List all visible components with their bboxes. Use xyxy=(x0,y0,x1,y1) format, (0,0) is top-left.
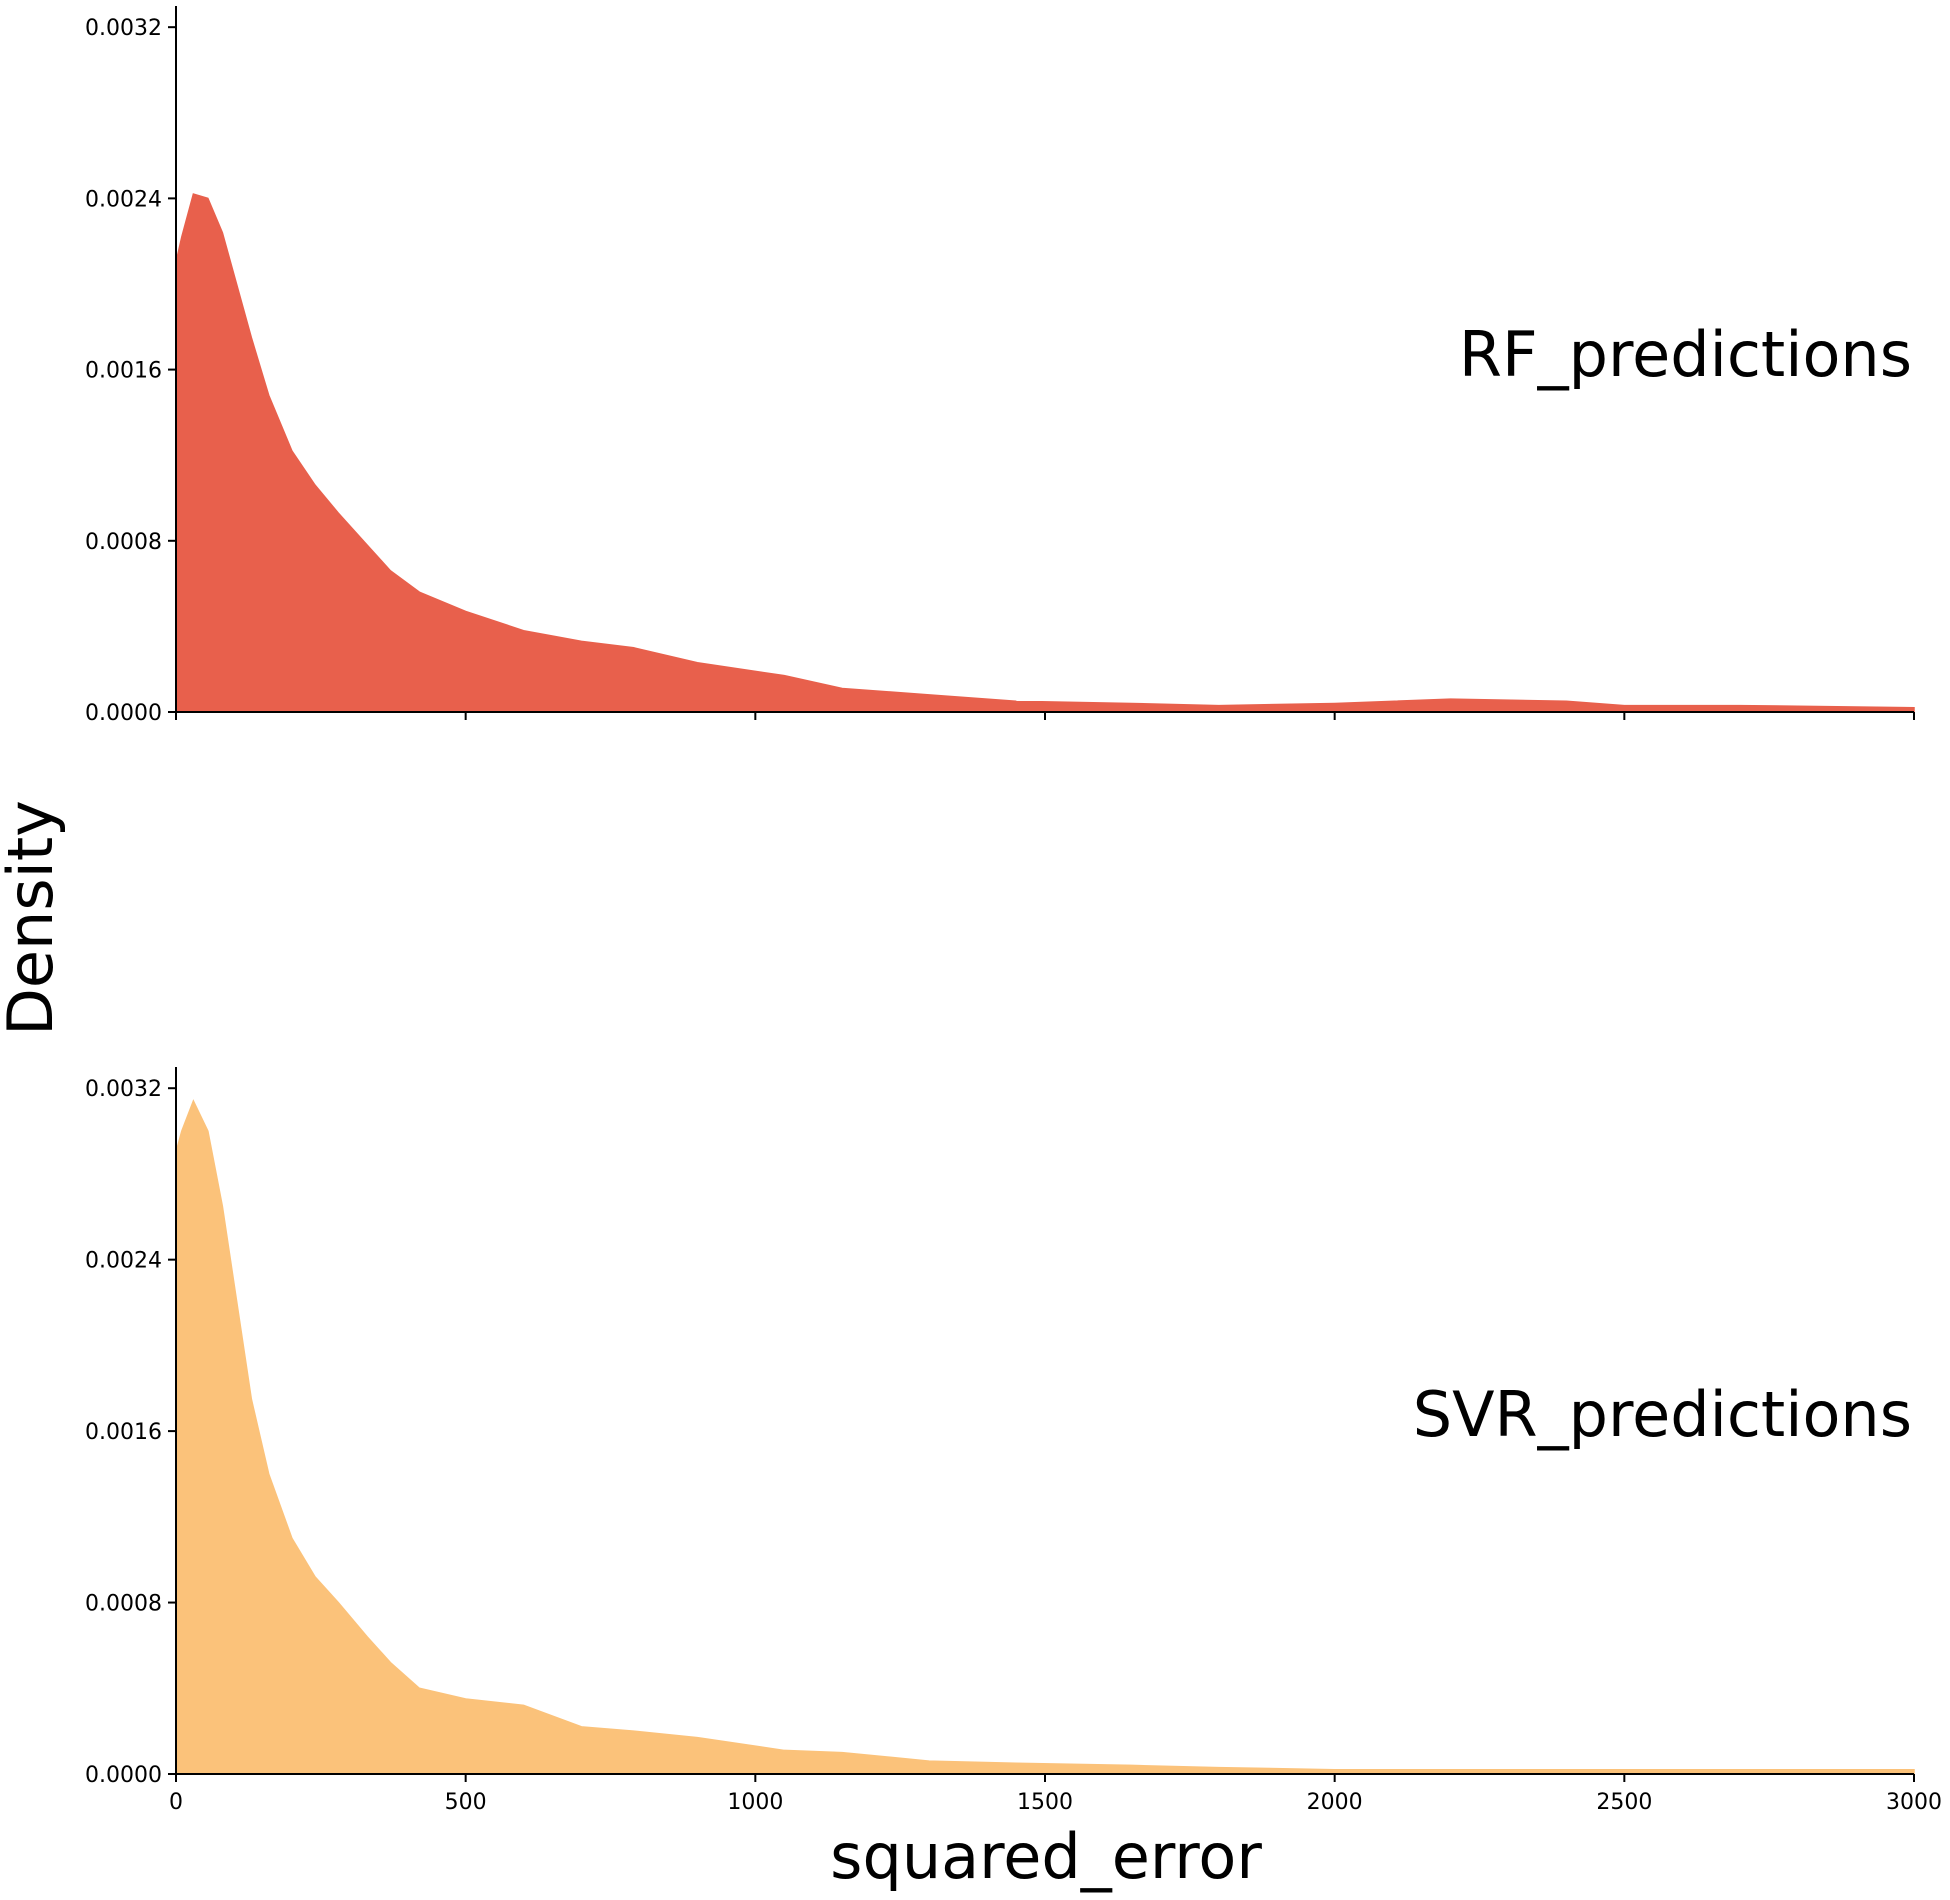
y-tick-label: 0.0024 xyxy=(85,1249,162,1274)
y-tick-label: 0.0024 xyxy=(85,187,162,212)
x-tick-label: 2500 xyxy=(1596,1790,1652,1815)
y-tick-label: 0.0008 xyxy=(85,1592,162,1617)
x-tick-label: 2000 xyxy=(1307,1790,1363,1815)
x-axis-title: squared_error xyxy=(830,1820,1262,1893)
y-tick-label: 0.0032 xyxy=(85,1077,162,1102)
x-tick-label: 500 xyxy=(445,1790,487,1815)
panel-2: 0.0000 0.0008 0.0016 0.0024 0.0032 0 500 1000 15… xyxy=(85,1067,1942,1815)
x-tick-label: 1500 xyxy=(1017,1790,1073,1815)
panel-label: RF_predictions xyxy=(1459,318,1912,391)
y-tick-label: 0.0000 xyxy=(85,1763,162,1788)
panel-label: SVR_predictions xyxy=(1413,1378,1912,1451)
y-tick-label: 0.0016 xyxy=(85,1420,162,1445)
density-area xyxy=(175,1099,1915,1775)
x-tick-label: 3000 xyxy=(1886,1790,1942,1815)
y-axis-title: Density xyxy=(0,800,67,1036)
x-tick-label: 1000 xyxy=(727,1790,783,1815)
y-tick-label: 0.0008 xyxy=(85,530,162,555)
y-tick-label: 0.0000 xyxy=(85,701,162,726)
y-tick-label: 0.0016 xyxy=(85,359,162,384)
panel-1: 0.0000 0.0008 0.0016 0.0024 0.0032 RF_predict… xyxy=(85,6,1915,726)
density-area xyxy=(175,193,1915,713)
panels: 0.0000 0.0008 0.0016 0.0024 0.0032 RF_predict… xyxy=(85,6,1942,1815)
y-tick-label: 0.0032 xyxy=(85,16,162,41)
x-tick-label: 0 xyxy=(169,1790,183,1815)
